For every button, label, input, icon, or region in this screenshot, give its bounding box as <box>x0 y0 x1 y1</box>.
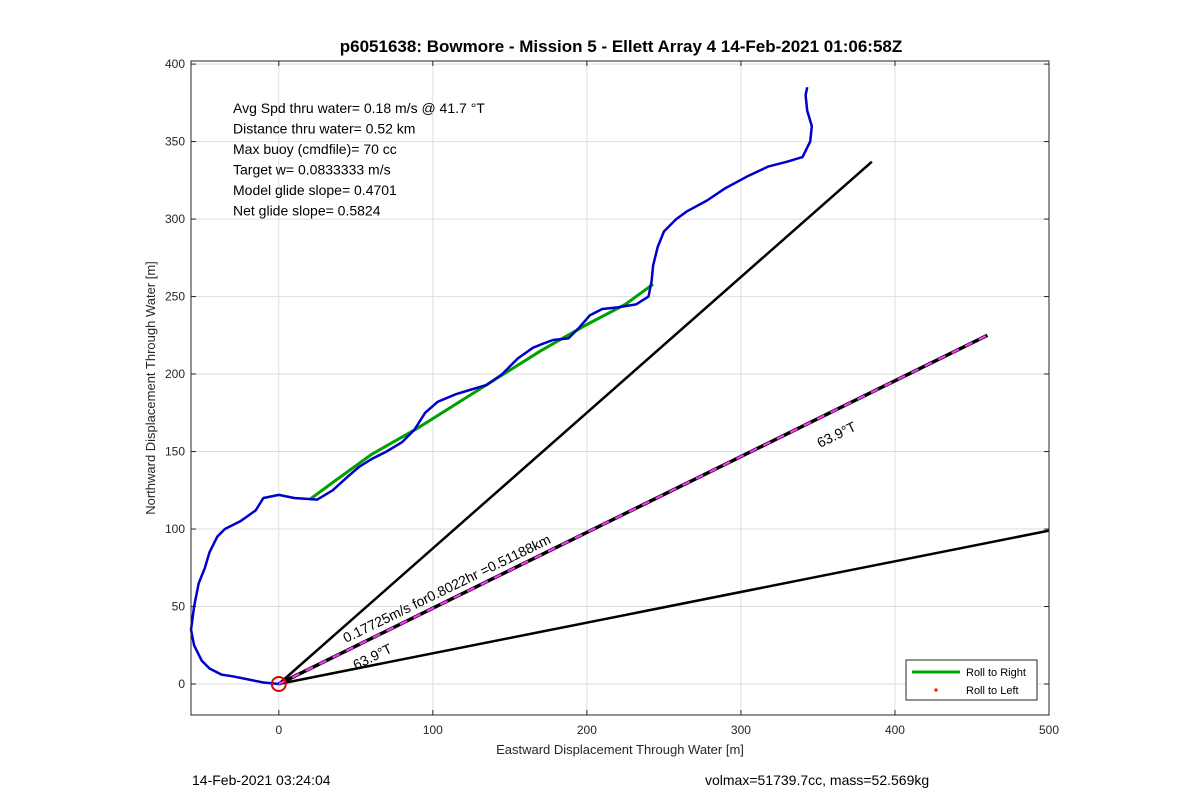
x-tick-label: 0 <box>275 723 282 737</box>
stats-annotation: Max buoy (cmdfile)= 70 cc <box>233 141 397 157</box>
y-tick-label: 0 <box>178 677 185 691</box>
stats-annotation: Model glide slope= 0.4701 <box>233 182 397 198</box>
roll-right-segment <box>308 282 654 501</box>
glider-track-line <box>189 87 814 686</box>
legend-label: Roll to Right <box>966 667 1026 679</box>
legend-dot-swatch <box>934 688 938 692</box>
legend-box <box>905 659 1038 701</box>
y-tick-label: 400 <box>165 57 185 71</box>
chart-title: p6051638: Bowmore - Mission 5 - Ellett A… <box>340 37 903 56</box>
axis-ticks: 0 100 200 300 400 500 0 50 100 150 200 250 300 350 400 <box>165 57 1059 737</box>
x-tick-label: 300 <box>731 723 751 737</box>
stats-annotation: Avg Spd thru water= 0.18 m/s @ 41.7 °T <box>233 100 485 116</box>
annotation-block: Avg Spd thru water= 0.18 m/s @ 41.7 °T Di… <box>233 100 485 219</box>
y-tick-label: 100 <box>165 522 185 536</box>
y-axis-label: Northward Displacement Through Water [m] <box>143 261 158 515</box>
line-labels: 0.17725m/s for0.8022hr =0.51188km63.9°T6… <box>340 418 859 673</box>
legend: Roll to Right Roll to Left <box>905 659 1038 701</box>
footer-mass-info: volmax=51739.7cc, mass=52.569kg <box>705 772 930 788</box>
net-displacement-dash <box>278 334 988 685</box>
x-tick-label: 200 <box>577 723 597 737</box>
axes-box <box>190 60 1050 716</box>
stats-annotation: Distance thru water= 0.52 km <box>233 121 415 137</box>
start-point-marker <box>270 676 287 693</box>
heading-label: 63.9°T <box>814 418 859 451</box>
y-tick-label: 300 <box>165 212 185 226</box>
heading-line <box>277 160 873 685</box>
footer-timestamp: 14-Feb-2021 03:24:04 <box>192 772 331 788</box>
x-tick-label: 400 <box>885 723 905 737</box>
y-tick-label: 200 <box>165 367 185 381</box>
legend-label: Roll to Left <box>966 685 1019 697</box>
speed-distance-label: 0.17725m/s for0.8022hr =0.51188km <box>340 531 553 646</box>
x-axis-label: Eastward Displacement Through Water [m] <box>496 742 744 757</box>
y-tick-label: 150 <box>165 445 185 459</box>
stats-annotation: Target w= 0.0833333 m/s <box>233 162 391 178</box>
y-tick-label: 250 <box>165 290 185 304</box>
y-tick-label: 50 <box>172 600 186 614</box>
x-tick-label: 100 <box>423 723 443 737</box>
heading-line <box>278 529 1050 686</box>
y-tick-label: 350 <box>165 135 185 149</box>
series-group <box>189 87 1050 693</box>
x-tick-label: 500 <box>1039 723 1059 737</box>
stats-annotation: Net glide slope= 0.5824 <box>233 203 381 219</box>
